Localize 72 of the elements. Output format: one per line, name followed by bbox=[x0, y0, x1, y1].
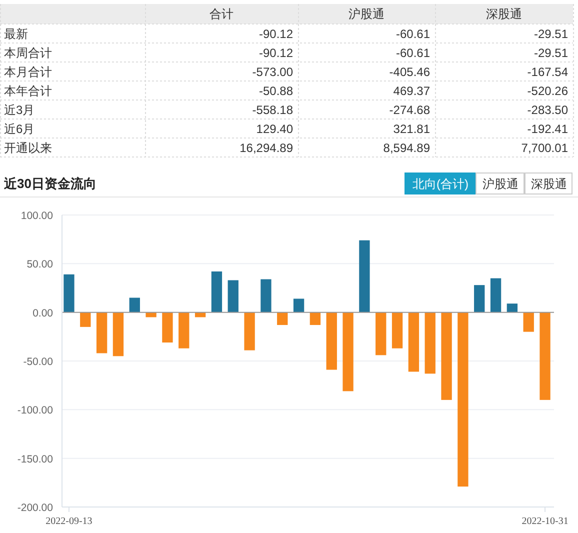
bar bbox=[228, 280, 238, 312]
text: 沪股通 bbox=[348, 7, 384, 21]
data-label: 16,294.89 bbox=[240, 141, 294, 155]
data-label: -405.46 bbox=[389, 65, 430, 79]
data-label: -90.12 bbox=[258, 46, 294, 60]
bar bbox=[277, 312, 288, 325]
bar bbox=[424, 312, 436, 374]
category-label: 本月合计 bbox=[4, 65, 52, 79]
data-label: -29.51 bbox=[534, 27, 568, 41]
text: 合计 bbox=[210, 7, 234, 21]
category-label: 近6月 bbox=[4, 122, 35, 136]
bar bbox=[540, 312, 550, 400]
data-label: -167.54 bbox=[527, 65, 568, 79]
text: 深股通 bbox=[531, 177, 567, 191]
data-label: -60.61 bbox=[396, 27, 430, 41]
category-label: 近3月 bbox=[4, 103, 35, 117]
category-label: 本年合计 bbox=[4, 84, 52, 98]
data-label: -558.18 bbox=[252, 103, 294, 117]
bar bbox=[260, 279, 272, 312]
y-tick-label: 0.00 bbox=[32, 307, 54, 320]
data-label: -520.26 bbox=[527, 84, 568, 98]
bar bbox=[474, 285, 485, 312]
bar bbox=[64, 274, 74, 312]
bar bbox=[162, 312, 173, 343]
bar bbox=[523, 312, 534, 332]
category-label: 开通以来 bbox=[4, 141, 52, 155]
y-tick-label: -150.00 bbox=[17, 453, 54, 466]
bar bbox=[490, 278, 502, 312]
category-label: 最新 bbox=[4, 27, 28, 41]
bar bbox=[310, 312, 321, 325]
y-tick-label: -100.00 bbox=[17, 404, 54, 417]
text: 深股通 bbox=[486, 7, 522, 21]
y-tick-label: -200.00 bbox=[17, 502, 54, 514]
data-label: 7,700.01 bbox=[521, 141, 568, 155]
bar bbox=[359, 240, 370, 312]
x-tick-label: 2022-10-31 bbox=[522, 516, 568, 527]
data-label: 8,594.89 bbox=[383, 141, 430, 155]
bar bbox=[211, 271, 222, 312]
bar bbox=[293, 298, 304, 312]
bar bbox=[376, 312, 386, 356]
bar bbox=[392, 312, 403, 348]
bar bbox=[80, 312, 91, 327]
bar bbox=[458, 312, 468, 487]
bar bbox=[112, 312, 124, 356]
y-tick-label: 50.00 bbox=[26, 258, 54, 271]
category-label: 本周合计 bbox=[4, 46, 52, 60]
data-label: 129.40 bbox=[256, 122, 294, 136]
data-label: 469.37 bbox=[393, 84, 430, 98]
x-tick-label: 2022-09-13 bbox=[46, 516, 92, 527]
data-label: -274.68 bbox=[389, 103, 430, 117]
bar bbox=[129, 298, 140, 312]
bar bbox=[441, 312, 452, 400]
data-label: -283.50 bbox=[527, 103, 568, 117]
bar bbox=[342, 312, 354, 392]
bar bbox=[506, 304, 518, 312]
data-label: -192.41 bbox=[527, 122, 568, 136]
bar bbox=[96, 312, 108, 354]
text: 沪股通 bbox=[482, 177, 518, 191]
bar bbox=[408, 312, 420, 372]
chart-title: 近30日资金流向 bbox=[3, 176, 96, 191]
data-label: -60.61 bbox=[396, 46, 430, 60]
data-label: -90.12 bbox=[258, 27, 294, 41]
y-tick-label: -50.00 bbox=[23, 356, 54, 368]
bar bbox=[178, 312, 190, 348]
data-label: -50.88 bbox=[258, 84, 294, 98]
data-label: -29.51 bbox=[534, 46, 568, 60]
data-label: 321.81 bbox=[393, 122, 430, 136]
y-tick-label: 100.00 bbox=[20, 210, 54, 222]
text: 北向(合计) bbox=[412, 177, 468, 191]
bar bbox=[326, 312, 337, 370]
data-label: -573.00 bbox=[252, 65, 294, 79]
bar bbox=[244, 312, 255, 350]
